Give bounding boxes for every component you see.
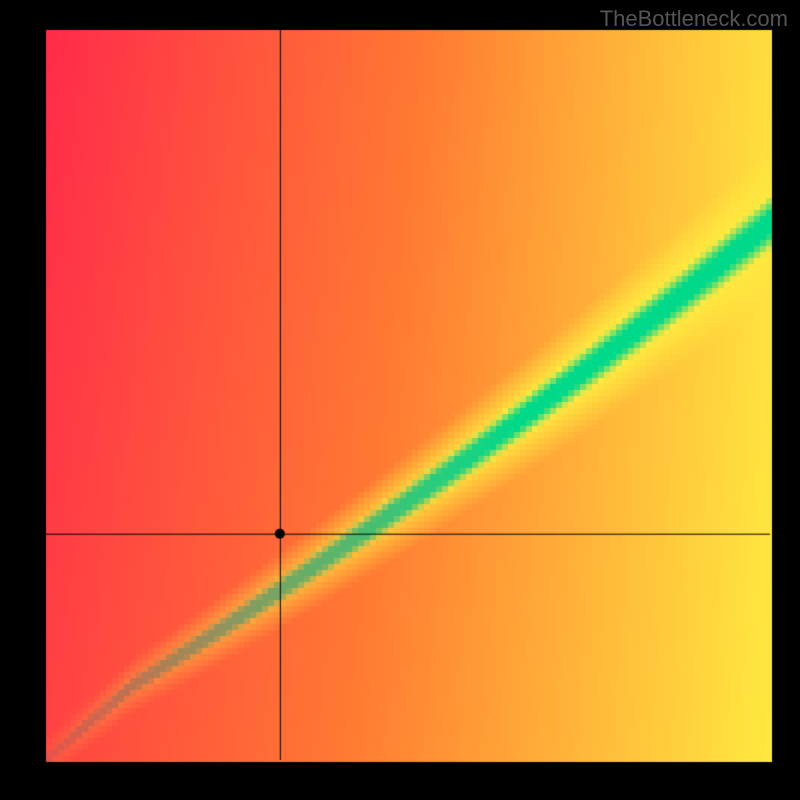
heatmap-canvas <box>0 0 800 800</box>
watermark-text: TheBottleneck.com <box>600 6 788 32</box>
chart-container: TheBottleneck.com <box>0 0 800 800</box>
